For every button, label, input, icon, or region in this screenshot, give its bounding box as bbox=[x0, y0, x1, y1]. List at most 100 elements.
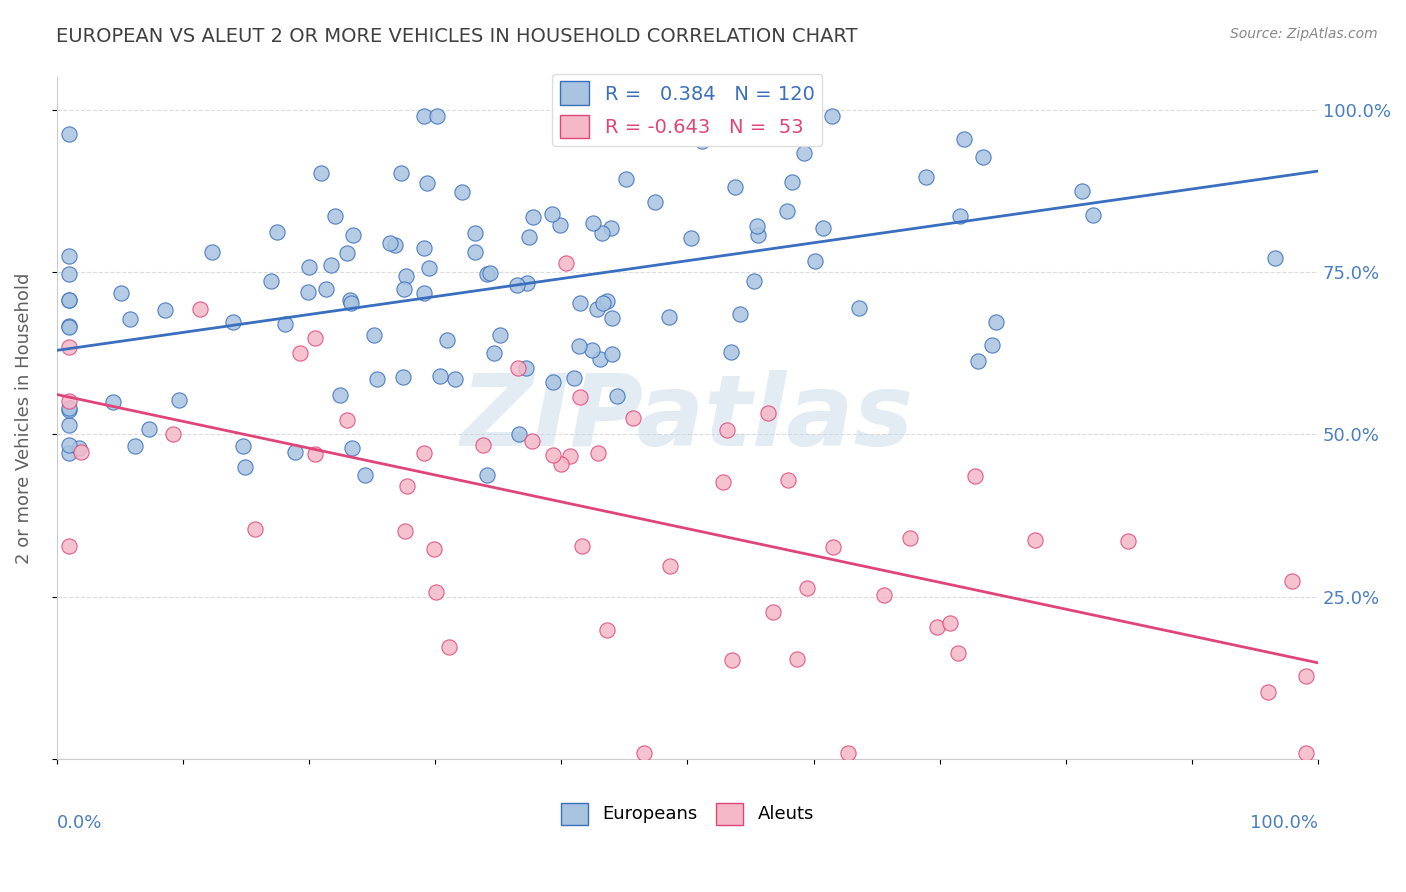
Point bbox=[425, 584, 447, 599]
Point bbox=[711, 475, 734, 490]
Point bbox=[648, 109, 671, 123]
Point bbox=[58, 446, 80, 460]
Point bbox=[340, 296, 363, 310]
Point bbox=[720, 653, 742, 667]
Point bbox=[925, 620, 948, 634]
Point bbox=[606, 389, 628, 403]
Point bbox=[568, 390, 591, 404]
Point bbox=[796, 582, 818, 596]
Point bbox=[423, 541, 446, 556]
Point bbox=[564, 371, 586, 385]
Point bbox=[517, 229, 540, 244]
Point bbox=[439, 640, 461, 655]
Point bbox=[329, 388, 352, 402]
Point bbox=[553, 109, 575, 123]
Point bbox=[482, 346, 505, 360]
Point bbox=[1116, 534, 1139, 549]
Point bbox=[395, 268, 418, 283]
Point bbox=[786, 652, 808, 666]
Point bbox=[319, 258, 342, 272]
Y-axis label: 2 or more Vehicles in Household: 2 or more Vehicles in Household bbox=[15, 273, 32, 564]
Point bbox=[392, 282, 415, 296]
Point bbox=[515, 360, 537, 375]
Point bbox=[848, 301, 870, 316]
Point bbox=[963, 469, 986, 483]
Point bbox=[595, 293, 617, 308]
Point bbox=[823, 540, 845, 554]
Point bbox=[747, 227, 769, 242]
Point bbox=[58, 539, 80, 553]
Point bbox=[724, 180, 747, 194]
Point bbox=[980, 338, 1002, 352]
Point bbox=[568, 339, 591, 353]
Point bbox=[245, 522, 267, 536]
Point bbox=[522, 211, 544, 225]
Point bbox=[716, 423, 738, 437]
Point bbox=[167, 392, 190, 407]
Text: ZIPatlas: ZIPatlas bbox=[461, 369, 914, 467]
Point bbox=[591, 226, 613, 240]
Point bbox=[416, 176, 439, 190]
Point bbox=[378, 235, 401, 250]
Point bbox=[298, 260, 321, 275]
Point bbox=[340, 442, 363, 456]
Point bbox=[837, 746, 859, 760]
Point bbox=[633, 746, 655, 760]
Point bbox=[413, 286, 436, 301]
Point bbox=[599, 220, 621, 235]
Point bbox=[188, 301, 211, 316]
Point bbox=[450, 185, 472, 199]
Point bbox=[582, 216, 605, 230]
Point bbox=[621, 411, 644, 425]
Text: 0.0%: 0.0% bbox=[56, 814, 103, 831]
Point bbox=[339, 293, 361, 308]
Point bbox=[443, 371, 465, 385]
Point bbox=[297, 285, 319, 299]
Point bbox=[720, 344, 742, 359]
Point bbox=[776, 204, 799, 219]
Point bbox=[681, 231, 703, 245]
Point bbox=[413, 109, 436, 123]
Point bbox=[1071, 184, 1094, 198]
Point bbox=[939, 615, 962, 630]
Point bbox=[315, 282, 337, 296]
Point bbox=[541, 207, 564, 221]
Point bbox=[284, 445, 307, 459]
Point bbox=[290, 346, 312, 360]
Point bbox=[478, 266, 501, 280]
Point bbox=[1295, 746, 1317, 760]
Point bbox=[471, 438, 494, 452]
Point bbox=[488, 328, 510, 343]
Point bbox=[520, 434, 543, 448]
Point bbox=[273, 317, 295, 331]
Point bbox=[118, 311, 141, 326]
Point bbox=[873, 589, 896, 603]
Point bbox=[586, 446, 609, 460]
Point bbox=[1281, 574, 1303, 588]
Point bbox=[592, 296, 614, 310]
Point bbox=[506, 278, 529, 293]
Point bbox=[413, 446, 436, 460]
Text: Source: ZipAtlas.com: Source: ZipAtlas.com bbox=[1230, 27, 1378, 41]
Point bbox=[477, 468, 499, 483]
Point bbox=[366, 372, 388, 386]
Point bbox=[58, 293, 80, 307]
Point bbox=[1295, 669, 1317, 683]
Point bbox=[548, 219, 571, 233]
Point bbox=[756, 406, 779, 420]
Legend: Europeans, Aleuts: Europeans, Aleuts bbox=[554, 796, 821, 831]
Point bbox=[596, 623, 619, 637]
Point bbox=[58, 340, 80, 354]
Point bbox=[162, 426, 184, 441]
Point bbox=[948, 646, 970, 660]
Point bbox=[659, 558, 682, 573]
Point bbox=[972, 150, 994, 164]
Point bbox=[124, 439, 146, 453]
Point bbox=[323, 209, 346, 223]
Point bbox=[58, 401, 80, 416]
Point bbox=[418, 260, 440, 275]
Point bbox=[967, 353, 990, 368]
Point bbox=[304, 447, 326, 461]
Point bbox=[541, 375, 564, 389]
Point bbox=[778, 474, 800, 488]
